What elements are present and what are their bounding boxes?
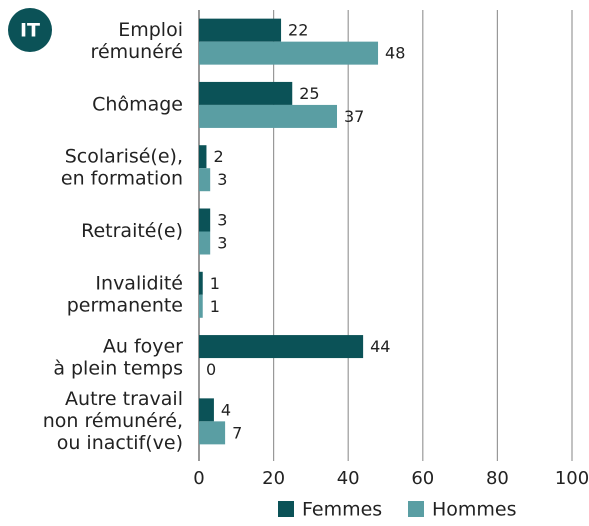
x-tick-label: 80 xyxy=(486,468,509,489)
value-label: 1 xyxy=(210,297,220,316)
bar xyxy=(199,145,207,169)
value-label: 2 xyxy=(213,147,223,166)
value-label: 7 xyxy=(232,423,242,442)
value-label: 1 xyxy=(210,274,220,293)
category-label: Autre travail xyxy=(65,388,183,410)
x-tick-label: 100 xyxy=(555,468,589,489)
value-label: 3 xyxy=(217,170,227,189)
bar xyxy=(199,335,364,359)
category-label: Scolarisé(e), xyxy=(65,146,183,168)
category-label: Chômage xyxy=(92,93,183,115)
bar xyxy=(199,294,203,318)
category-label: ou inactif(ve) xyxy=(57,432,183,454)
value-label: 3 xyxy=(217,211,227,230)
x-tick-label: 20 xyxy=(262,468,285,489)
value-label: 22 xyxy=(288,21,308,40)
bar xyxy=(199,271,203,295)
category-label: Au foyer xyxy=(103,336,183,358)
bar xyxy=(199,81,293,105)
category-label: permanente xyxy=(67,294,183,316)
legend-label: Hommes xyxy=(432,499,517,521)
bar xyxy=(199,41,379,65)
value-label: 48 xyxy=(385,44,405,63)
category-label: non rémunéré, xyxy=(43,410,183,432)
value-label: 37 xyxy=(344,107,364,126)
x-tick-label: 60 xyxy=(411,468,434,489)
legend-label: Femmes xyxy=(302,499,382,521)
bar xyxy=(199,231,211,255)
legend-swatch xyxy=(408,501,424,517)
category-label: Emploi xyxy=(118,19,183,41)
category-label: Invalidité xyxy=(95,272,183,294)
value-label: 4 xyxy=(221,400,231,419)
category-label: rémunéré xyxy=(91,41,183,63)
category-label: Retraité(e) xyxy=(81,220,183,242)
bar xyxy=(199,208,211,232)
bar xyxy=(199,398,214,422)
category-label: à plein temps xyxy=(53,358,183,380)
badge: IT xyxy=(20,20,40,42)
legend-swatch xyxy=(278,501,294,517)
category-label: en formation xyxy=(61,168,183,190)
bar xyxy=(199,104,338,128)
bar xyxy=(199,18,282,42)
value-label: 25 xyxy=(299,84,319,103)
x-tick-label: 0 xyxy=(193,468,204,489)
value-label: 44 xyxy=(370,337,390,356)
bar xyxy=(199,168,211,192)
value-label: 3 xyxy=(217,234,227,253)
value-label: 0 xyxy=(206,360,216,379)
badge-circle xyxy=(8,8,52,52)
bar xyxy=(199,421,226,445)
x-tick-label: 40 xyxy=(337,468,360,489)
